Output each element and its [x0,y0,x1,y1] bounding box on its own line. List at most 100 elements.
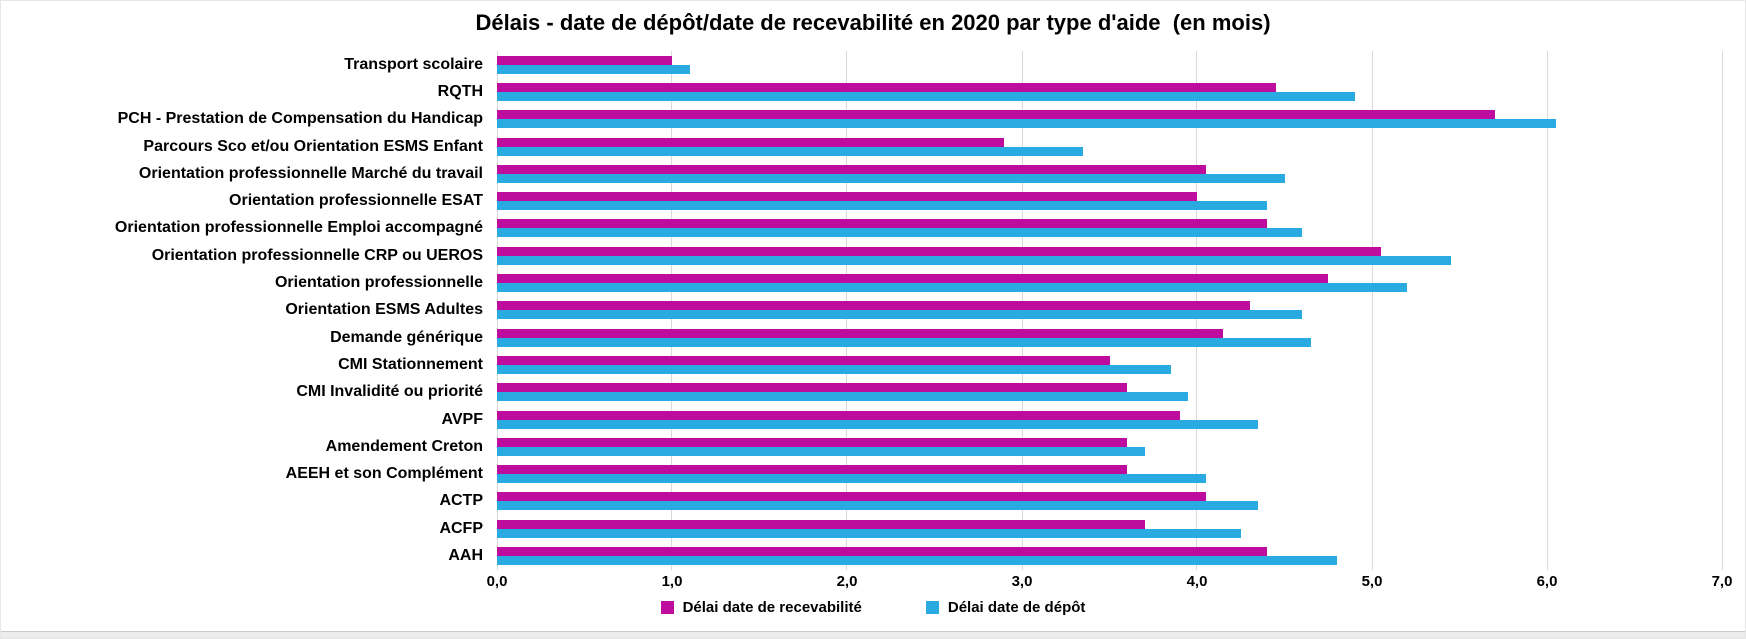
gridline [1371,51,1373,570]
bar-delai-recevabilite [497,328,1224,338]
x-axis: 0,0 1,0 2,0 3,0 4,0 5,0 6,0 7,0 [487,573,1733,591]
category-label: AAH [448,546,483,564]
x-tick-label: 0,0 [486,573,508,590]
bar-delai-recevabilite [497,519,1145,529]
legend-label: Délai date de dépôt [947,599,1086,616]
bar-delai-recevabilite [497,192,1197,202]
bar-pair [497,301,1722,320]
bar-pair [497,192,1722,211]
bar-pair [497,465,1722,484]
category-label: Orientation professionnelle Emploi accom… [114,219,483,237]
bar-delai-depot [497,446,1145,456]
bottom-edge [1,631,1745,638]
bar-delai-recevabilite [497,383,1127,393]
chart-row: Orientation professionnelle [1,269,1722,296]
bar-delai-depot [497,555,1337,565]
bar-pair [497,110,1722,129]
chart-row: PCH - Prestation de Compensation du Hand… [1,106,1722,133]
x-tick-label: 2,0 [836,573,858,590]
bar-pair [497,328,1722,347]
bar-delai-recevabilite [497,465,1127,475]
bar-delai-recevabilite [497,546,1267,556]
bar-delai-depot [497,283,1407,293]
bar-pair [497,492,1722,511]
category-label: AVPF [441,410,483,428]
legend-swatch [660,601,674,614]
chart-row: AVPF [1,406,1722,433]
category-label: Orientation professionnelle ESAT [229,192,483,210]
x-tick-label: 3,0 [1011,573,1033,590]
bar-pair [497,55,1722,74]
bar-delai-recevabilite [497,355,1110,365]
category-label: Orientation professionnelle Marché du tr… [138,164,483,182]
category-label: Amendement Creton [325,437,483,455]
chart-row: AAH [1,542,1722,569]
legend-item-recevabilite: Délai date de recevabilité [660,599,862,616]
bar-delai-recevabilite [497,437,1127,447]
chart-row: CMI Stationnement [1,351,1722,378]
x-tick-label: 6,0 [1536,573,1558,590]
bar-pair [497,219,1722,238]
gridline [1546,51,1548,570]
bar-delai-depot [497,419,1259,429]
bar-delai-depot [497,392,1189,402]
category-label: Parcours Sco et/ou Orientation ESMS Enfa… [143,137,483,155]
legend-label: Délai date de recevabilité [682,599,862,616]
category-label: ACTP [439,492,483,510]
bar-delai-recevabilite [497,82,1276,92]
bar-pair [497,355,1722,374]
bar-delai-depot [497,64,690,74]
bar-delai-depot [497,337,1311,347]
chart-row: AEEH et son Complément [1,460,1722,487]
bar-pair [497,246,1722,265]
bar-pair [497,274,1722,293]
category-label: Transport scolaire [344,55,483,73]
bar-pair [497,82,1722,101]
chart-row: ACFP [1,515,1722,542]
legend-swatch [925,601,939,614]
bar-pair [497,383,1722,402]
bar-delai-depot [497,119,1556,129]
bar-delai-depot [497,501,1259,511]
bar-delai-depot [497,310,1302,320]
chart-row: Orientation professionnelle Emploi accom… [1,215,1722,242]
gridline [1721,51,1723,570]
bar-delai-depot [497,255,1451,265]
rows: Transport scolaire RQTH PCH - Prestation d… [1,51,1722,570]
bar-delai-depot [497,146,1084,156]
bar-delai-depot [497,228,1302,238]
bar-pair [497,410,1722,429]
x-tick-label: 1,0 [661,573,683,590]
x-tick-label: 7,0 [1711,573,1733,590]
bar-delai-recevabilite [497,410,1180,420]
bar-delai-depot [497,364,1171,374]
category-label: PCH - Prestation de Compensation du Hand… [117,110,483,128]
bar-delai-depot [497,528,1241,538]
chart-title: Délais - date de dépôt/date de recevabil… [475,10,1271,35]
bar-pair [497,164,1722,183]
chart-row: Orientation professionnelle ESAT [1,187,1722,214]
chart-row: ACTP [1,488,1722,515]
chart-row: Orientation professionnelle CRP ou UEROS [1,242,1722,269]
bar-delai-recevabilite [497,137,1005,147]
bar-delai-recevabilite [497,164,1206,174]
bar-delai-recevabilite [497,55,672,65]
category-label: Orientation ESMS Adultes [285,301,483,319]
chart-row: RQTH [1,78,1722,105]
bar-delai-depot [497,474,1206,484]
chart-row: Transport scolaire [1,51,1722,78]
bar-delai-recevabilite [497,274,1329,284]
chart-row: Demande générique [1,324,1722,351]
legend: Délai date de recevabilité Délai date de … [1,599,1745,616]
bar-delai-recevabilite [497,246,1381,256]
category-label: AEEH et son Complément [285,465,483,483]
x-tick-label: 5,0 [1361,573,1383,590]
x-tick-label: 4,0 [1186,573,1208,590]
chart-row: Orientation professionnelle Marché du tr… [1,160,1722,187]
category-label: Orientation professionnelle CRP ou UEROS [151,246,483,264]
bar-delai-recevabilite [497,301,1250,311]
bar-pair [497,546,1722,565]
category-label: Demande générique [330,328,483,346]
category-label: ACFP [439,519,483,537]
